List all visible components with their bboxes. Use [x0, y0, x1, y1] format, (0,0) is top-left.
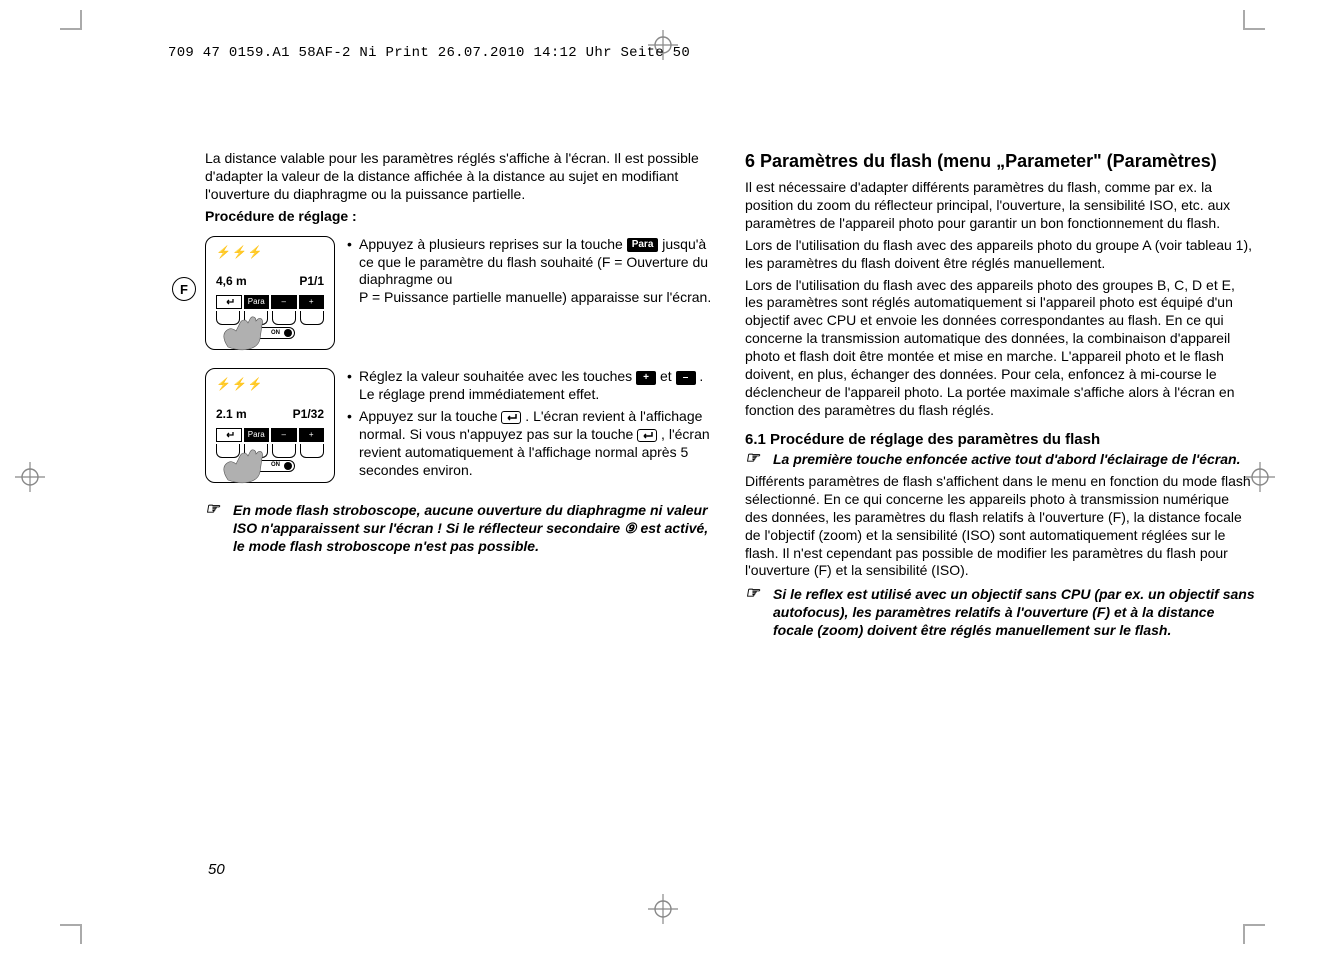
section-6-title: 6 Paramètres du flash (menu „Parameter" …	[745, 150, 1255, 173]
right-column: 6 Paramètres du flash (menu „Parameter" …	[745, 150, 1255, 644]
lcd-diagram-2: ⚡⚡⚡ 2.1 m P1/32 Para – +	[205, 368, 335, 483]
section-6-p1: Il est nécessaire d'adapter différents p…	[745, 179, 1255, 233]
power-value: P1/32	[293, 407, 324, 422]
return-key-icon	[501, 411, 521, 424]
crop-mark	[60, 28, 80, 30]
minus-key: –	[676, 371, 696, 385]
para-button: Para	[244, 295, 270, 309]
para-key: Para	[627, 238, 659, 252]
language-marker: F	[172, 277, 196, 301]
crop-mark	[60, 924, 80, 926]
note-reflex-cpu: ☞ Si le reflex est utilisé avec un objec…	[745, 586, 1255, 640]
flash-icons: ⚡⚡⚡	[216, 377, 324, 392]
return-key-icon	[637, 429, 657, 442]
blank-button	[272, 311, 296, 325]
section-6-1-title: 6.1 Procédure de réglage des paramètres …	[745, 430, 1255, 449]
minus-button: –	[271, 428, 297, 442]
blank-button	[300, 311, 324, 325]
left-column: La distance valable pour les paramètres …	[205, 150, 715, 644]
step-2-text: Réglez la valeur souhaitée avec les touc…	[347, 368, 715, 483]
plus-button: +	[299, 428, 325, 442]
para-button: Para	[244, 428, 270, 442]
page: 709 47 0159.A1 58AF-2 Ni Print 26.07.201…	[60, 10, 1265, 944]
plus-key: +	[636, 371, 656, 385]
crop-mark	[1245, 924, 1265, 926]
minus-button: –	[271, 295, 297, 309]
procedure-title: Procédure de réglage :	[205, 208, 715, 226]
pointer-icon: ☞	[745, 451, 759, 467]
print-header: 709 47 0159.A1 58AF-2 Ni Print 26.07.201…	[168, 45, 690, 61]
blank-button	[272, 444, 296, 458]
registration-mark-bottom	[648, 894, 678, 924]
on-label: ON	[271, 330, 280, 338]
hand-pointer-icon	[220, 442, 270, 486]
step-2-bullet-2: Appuyez sur la touche . L'écran revient …	[347, 408, 715, 480]
distance-value: 2.1 m	[216, 407, 247, 422]
intro-text: La distance valable pour les paramètres …	[205, 150, 715, 204]
crop-mark	[80, 924, 82, 944]
section-6-p3: Lors de l'utilisation du flash avec des …	[745, 277, 1255, 420]
crop-mark	[1243, 924, 1245, 944]
step-2-bullet-1: Réglez la valeur souhaitée avec les touc…	[347, 368, 715, 404]
crop-mark	[1245, 28, 1265, 30]
distance-value: 4,6 m	[216, 274, 247, 289]
content-area: La distance valable pour les paramètres …	[205, 150, 1255, 644]
language-letter: F	[180, 282, 188, 297]
plus-button: +	[299, 295, 325, 309]
blank-button	[300, 444, 324, 458]
section-6-1-p: Différents paramètres de flash s'affiche…	[745, 473, 1255, 580]
hand-pointer-icon	[220, 309, 270, 353]
step-row-1: ⚡⚡⚡ 4,6 m P1/1 Para – +	[205, 236, 715, 351]
note-first-press: ☞ La première touche enfoncée active tou…	[745, 451, 1255, 469]
step-row-2: ⚡⚡⚡ 2.1 m P1/32 Para – +	[205, 368, 715, 483]
crop-mark	[1243, 10, 1245, 30]
return-button-icon	[216, 428, 242, 442]
power-value: P1/1	[299, 274, 324, 289]
registration-mark-left	[15, 462, 45, 492]
section-6-p2: Lors de l'utilisation du flash avec des …	[745, 237, 1255, 273]
flash-icons: ⚡⚡⚡	[216, 245, 324, 260]
on-label: ON	[271, 462, 280, 470]
crop-mark	[80, 10, 82, 30]
page-number: 50	[208, 861, 225, 878]
lcd-diagram-1: ⚡⚡⚡ 4,6 m P1/1 Para – +	[205, 236, 335, 351]
strobe-note: ☞ En mode flash stroboscope, aucune ouve…	[205, 502, 715, 556]
step-1-text: Appuyez à plusieurs reprises sur la touc…	[347, 236, 715, 312]
return-button-icon	[216, 295, 242, 309]
step-1-bullet: Appuyez à plusieurs reprises sur la touc…	[347, 236, 715, 308]
pointer-icon: ☞	[745, 586, 759, 602]
pointer-icon: ☞	[205, 502, 219, 518]
